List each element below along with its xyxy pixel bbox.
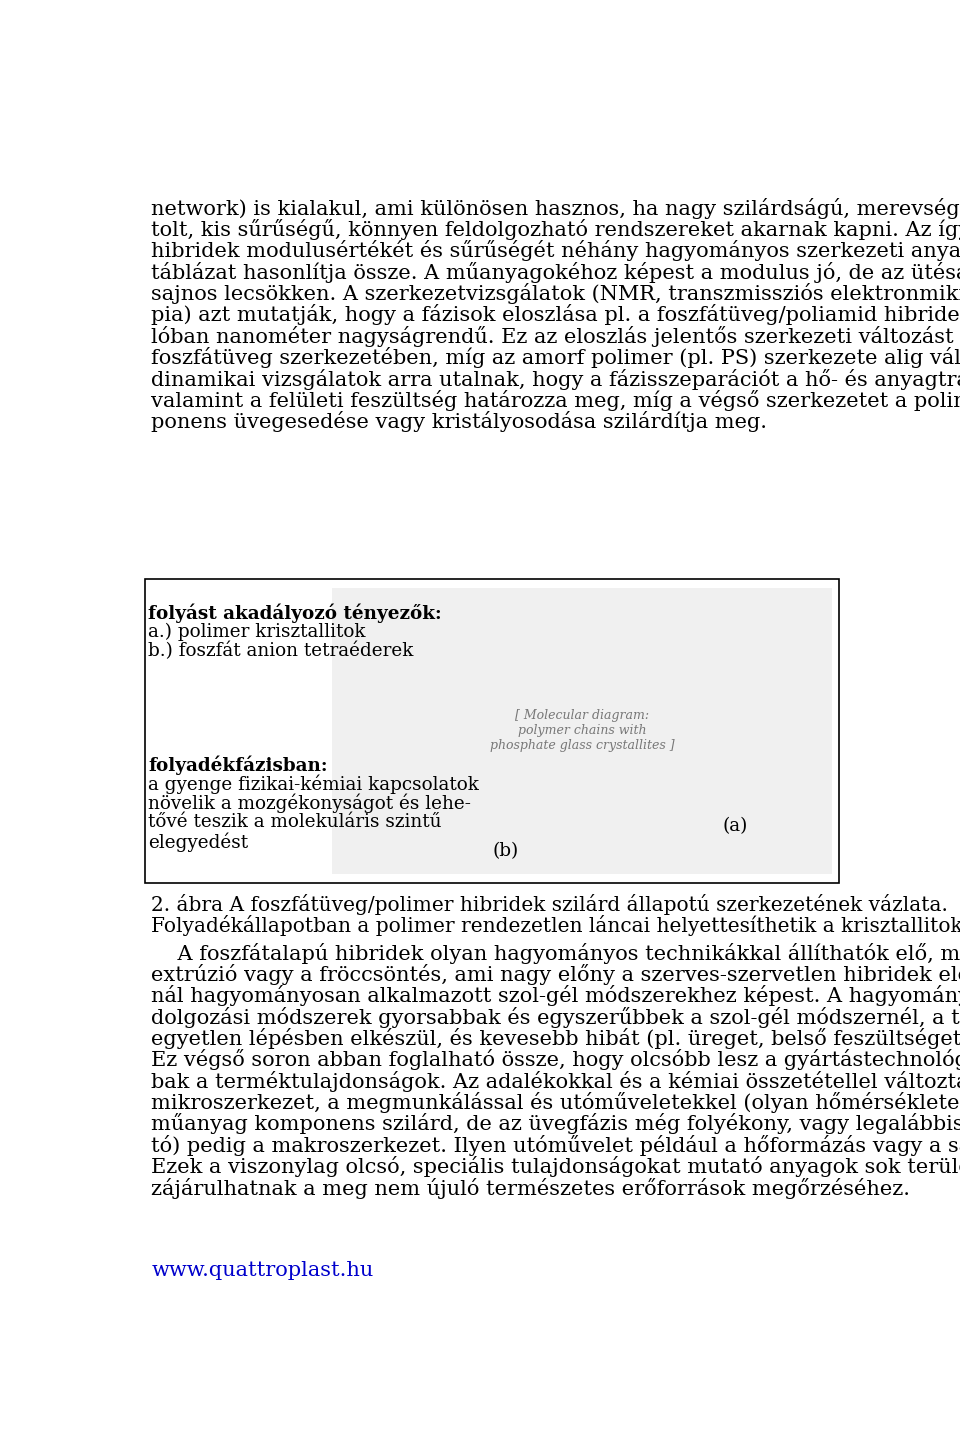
Text: zájárulhatnak a meg nem újuló természetes erőforrások megőrzéséhez.: zájárulhatnak a meg nem újuló természete… xyxy=(152,1177,910,1199)
Text: pia) azt mutatják, hogy a fázisok eloszlása pl. a foszfátüveg/poliamid hibridekb: pia) azt mutatják, hogy a fázisok eloszl… xyxy=(152,305,960,325)
Text: ponens üvegesedése vagy kristályosodása szilárdítja meg.: ponens üvegesedése vagy kristályosodása … xyxy=(152,412,767,432)
Text: növelik a mozgékonyságot és lehe-: növelik a mozgékonyságot és lehe- xyxy=(148,794,471,813)
Text: elegyedést: elegyedést xyxy=(148,832,249,852)
Text: valamint a felületi feszültség határozza meg, míg a végső szerkezetet a polimerk: valamint a felületi feszültség határozza… xyxy=(152,390,960,412)
Text: táblázat hasonlítja össze. A műanyagokéhoz képest a modulus jó, de az ütésállósá: táblázat hasonlítja össze. A műanyagokéh… xyxy=(152,261,960,283)
Text: a.) polimer krisztallitok: a.) polimer krisztallitok xyxy=(148,622,366,641)
Text: extrúzió vagy a fröccsöntés, ami nagy előny a szerves-szervetlen hibridek előáll: extrúzió vagy a fröccsöntés, ami nagy el… xyxy=(152,965,960,985)
Text: Ezek a viszonylag olcsó, speciális tulajdonságokat mutató anyagok sok területen : Ezek a viszonylag olcsó, speciális tulaj… xyxy=(152,1157,960,1177)
Text: b.) foszfát anion tetraéderek: b.) foszfát anion tetraéderek xyxy=(148,643,414,660)
Text: 2. ábra A foszfátüveg/polimer hibridek szilárd állapotú szerkezetének vázlata.: 2. ábra A foszfátüveg/polimer hibridek s… xyxy=(152,894,948,915)
Text: foszfátüveg szerkezetében, míg az amorf polimer (pl. PS) szerkezete alig változi: foszfátüveg szerkezetében, míg az amorf … xyxy=(152,347,960,368)
Text: tolt, kis sűrűségű, könnyen feldolgozható rendszereket akarnak kapni. Az így kap: tolt, kis sűrűségű, könnyen feldolgozhat… xyxy=(152,219,960,240)
Text: A foszfátalapú hibridek olyan hagyományos technikákkal állíthatók elő, mint az: A foszfátalapú hibridek olyan hagyományo… xyxy=(152,943,960,963)
Text: [ Molecular diagram:
polymer chains with
phosphate glass crystallites ]: [ Molecular diagram: polymer chains with… xyxy=(490,709,674,752)
Text: sajnos lecsökken. A szerkezetvizsgálatok (NMR, transzmissziós elektronmikroszkó-: sajnos lecsökken. A szerkezetvizsgálatok… xyxy=(152,283,960,305)
Text: (b): (b) xyxy=(492,842,518,861)
Text: dinamikai vizsgálatok arra utalnak, hogy a fázisszeparációt a hő- és anyagtransz: dinamikai vizsgálatok arra utalnak, hogy… xyxy=(152,368,960,390)
Text: tó) pedig a makroszerkezet. Ilyen utóművelet például a hőformázás vagy a sajtolá: tó) pedig a makroszerkezet. Ilyen utóműv… xyxy=(152,1135,960,1155)
Text: network) is kialakul, ami különösen hasznos, ha nagy szilárdságú, merevségű, égé: network) is kialakul, ami különösen hasz… xyxy=(152,198,960,218)
Text: mikroszerkezet, a megmunkálással és utóműveletekkel (olyan hőmérsékleten, ahol a: mikroszerkezet, a megmunkálással és utóm… xyxy=(152,1092,960,1113)
Text: nál hagyományosan alkalmazott szol-gél módszerekhez képest. A hagyományos fel-: nál hagyományosan alkalmazott szol-gél m… xyxy=(152,985,960,1006)
Text: egyetlen lépésben elkészül, és kevesebb hibát (pl. üreget, belső feszültséget) t: egyetlen lépésben elkészül, és kevesebb … xyxy=(152,1028,960,1050)
Text: www.quattroplast.hu: www.quattroplast.hu xyxy=(152,1261,373,1279)
Text: műanyag komponens szilárd, de az üvegfázis még folyékony, vagy legalábbis alakít: műanyag komponens szilárd, de az üvegfáz… xyxy=(152,1113,960,1135)
Text: dolgozási módszerek gyorsabbak és egyszerűbbek a szol-gél módszernél, a termék: dolgozási módszerek gyorsabbak és egysze… xyxy=(152,1006,960,1028)
Text: Folyadékállapotban a polimer rendezetlen láncai helyettesíthetik a krisztallitok: Folyadékállapotban a polimer rendezetlen… xyxy=(152,915,960,936)
Text: (a): (a) xyxy=(722,817,748,835)
Text: a gyenge fizikai-kémiai kapcsolatok: a gyenge fizikai-kémiai kapcsolatok xyxy=(148,774,479,794)
Text: hibridek modulusértékét és sűrűségét néhány hagyományos szerkezeti anyagával az : hibridek modulusértékét és sűrűségét néh… xyxy=(152,241,960,261)
Text: bak a terméktulajdonságok. Az adalékokkal és a kémiai összetétellel változtathat: bak a terméktulajdonságok. Az adalékokka… xyxy=(152,1071,960,1092)
Text: folyást akadályozó tényezők:: folyást akadályozó tényezők: xyxy=(148,604,442,622)
Text: tővé teszik a molekuláris szintű: tővé teszik a molekuláris szintű xyxy=(148,813,442,830)
Bar xyxy=(332,588,832,874)
Bar xyxy=(145,579,839,882)
Text: Ez végső soron abban foglalható össze, hogy olcsóbb lesz a gyártástechnológia és: Ez végső soron abban foglalható össze, h… xyxy=(152,1050,960,1070)
Text: folyadékfázisban:: folyadékfázisban: xyxy=(148,755,328,774)
Text: lóban nanométer nagyságrendű. Ez az eloszlás jelentős szerkezeti változást okoz : lóban nanométer nagyságrendű. Ez az elos… xyxy=(152,326,960,347)
